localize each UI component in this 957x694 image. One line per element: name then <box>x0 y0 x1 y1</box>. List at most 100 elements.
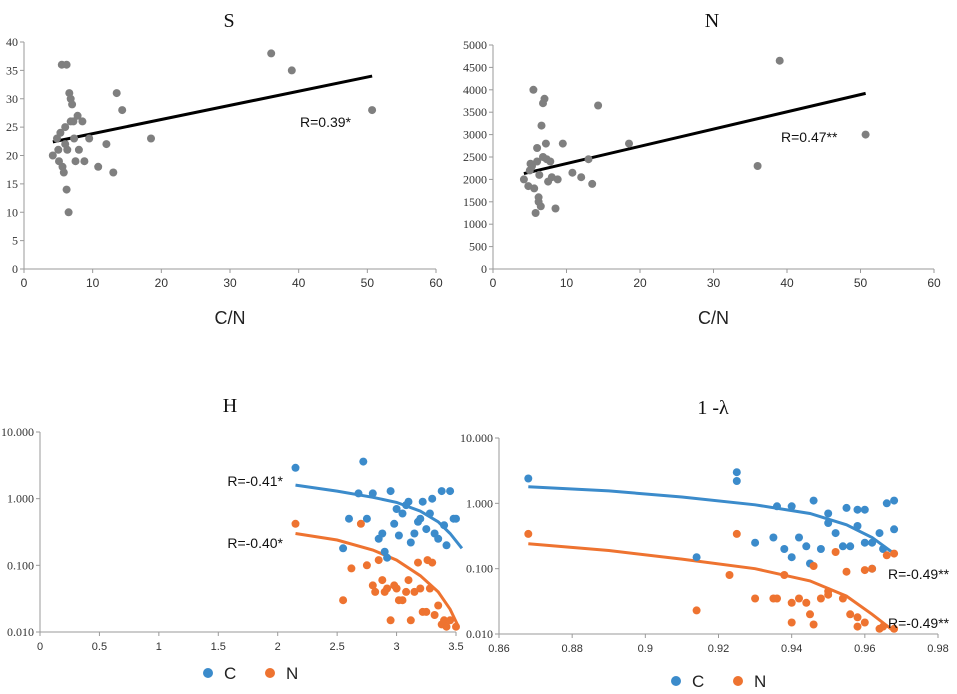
data-point-C <box>802 542 811 551</box>
y-tick-label: 30 <box>6 92 18 106</box>
data-point-N <box>423 556 432 565</box>
y-tick-label: 5 <box>12 234 18 248</box>
x-tick-label: 10 <box>86 276 100 290</box>
data-point-C <box>392 505 401 513</box>
data-point-C <box>831 529 840 538</box>
x-tick-label: 60 <box>927 276 941 290</box>
data-point-C <box>751 538 760 547</box>
data-point-N <box>787 598 796 607</box>
data-point-S <box>59 168 68 177</box>
data-point-C <box>414 517 422 526</box>
data-point-C <box>860 538 869 547</box>
data-point-N <box>577 173 586 182</box>
data-point-S <box>68 100 77 109</box>
data-point-N <box>524 182 533 191</box>
data-point-N <box>536 202 545 211</box>
data-point-N <box>546 157 555 166</box>
data-point-C <box>449 514 458 523</box>
x-tick-label: 2 <box>275 641 281 653</box>
data-point-N <box>534 193 543 202</box>
y-tick-label: 10 <box>6 205 18 219</box>
data-point-C <box>890 496 899 505</box>
data-point-S <box>287 66 296 75</box>
data-point-S <box>53 134 61 143</box>
data-point-N <box>347 564 356 573</box>
data-point-N <box>537 121 546 130</box>
x-tick-label: 0.86 <box>488 643 509 655</box>
data-point-N <box>584 155 593 164</box>
y-tick-label: 3000 <box>463 128 487 142</box>
x-tick-label: 0.5 <box>92 641 107 653</box>
data-point-C <box>446 487 455 496</box>
data-point-N <box>853 613 862 622</box>
y-tick-label: 4000 <box>463 83 487 97</box>
data-point-N <box>868 564 877 573</box>
chart-panel-S: S 0 5 10 15 20 25 30 35 40 0 10 20 30 40 50 60 C/N R=0.39* <box>6 10 443 328</box>
x-tick-label: 0.98 <box>927 643 948 655</box>
y-tick-label: 3500 <box>463 105 487 119</box>
data-point-S <box>368 106 377 115</box>
data-point-N <box>404 576 413 585</box>
x-tick-label: 0.96 <box>854 643 875 655</box>
data-point-C <box>524 474 533 483</box>
x-tick-label: 3.5 <box>448 641 463 653</box>
data-point-N <box>402 587 411 596</box>
data-point-C <box>398 509 407 518</box>
legend-label-C: C <box>692 672 704 691</box>
data-point-N <box>879 622 888 631</box>
data-point-N <box>291 519 300 528</box>
data-point-C <box>425 509 434 518</box>
x-tick-label: 60 <box>429 276 443 290</box>
data-point-C <box>838 542 847 551</box>
data-point-S <box>61 123 70 132</box>
data-point-C <box>816 545 825 553</box>
data-point-N <box>362 561 371 570</box>
legend-marker-C <box>203 668 213 678</box>
data-point-N <box>540 94 549 103</box>
data-point-C <box>368 489 377 498</box>
y-tick-label: 35 <box>6 63 18 77</box>
x-tick-label: 20 <box>633 276 647 290</box>
legend-label-C: C <box>224 664 236 683</box>
data-point-C <box>809 496 818 505</box>
trendline-N <box>295 532 460 628</box>
data-point-N <box>394 596 403 605</box>
data-point-C <box>422 525 431 534</box>
data-point-C <box>773 502 781 511</box>
data-point-C <box>853 505 862 514</box>
data-point-N <box>452 622 460 631</box>
trendline <box>523 91 866 176</box>
data-point-C <box>410 529 419 538</box>
y-tick-label: 0 <box>12 262 18 276</box>
data-point-N <box>374 556 383 565</box>
data-point-S <box>73 111 82 120</box>
data-point-N <box>725 571 734 579</box>
data-point-N <box>824 590 833 599</box>
chart-title: N <box>705 10 719 32</box>
data-point-N <box>386 616 395 625</box>
correlation-annotation: R=-0.49** <box>888 615 950 631</box>
data-point-N <box>775 56 784 65</box>
legend-marker-N <box>265 668 275 678</box>
x-tick-label: 0 <box>21 276 28 290</box>
data-point-C <box>732 477 741 485</box>
data-point-N <box>535 170 544 179</box>
chart-title: S <box>223 10 234 32</box>
y-tick-label: 500 <box>469 240 487 254</box>
data-point-N <box>831 548 840 556</box>
data-point-N <box>809 620 818 629</box>
data-point-C <box>875 529 884 538</box>
data-point-S <box>112 89 121 98</box>
data-point-N <box>625 139 633 148</box>
data-point-C <box>795 533 803 542</box>
x-tick-label: 30 <box>223 276 237 290</box>
data-point-C <box>359 457 368 466</box>
data-point-S <box>94 162 103 171</box>
x-tick-label: 40 <box>780 276 794 290</box>
data-point-C <box>378 529 387 538</box>
data-point-N <box>356 519 365 528</box>
data-point-N <box>846 610 855 619</box>
